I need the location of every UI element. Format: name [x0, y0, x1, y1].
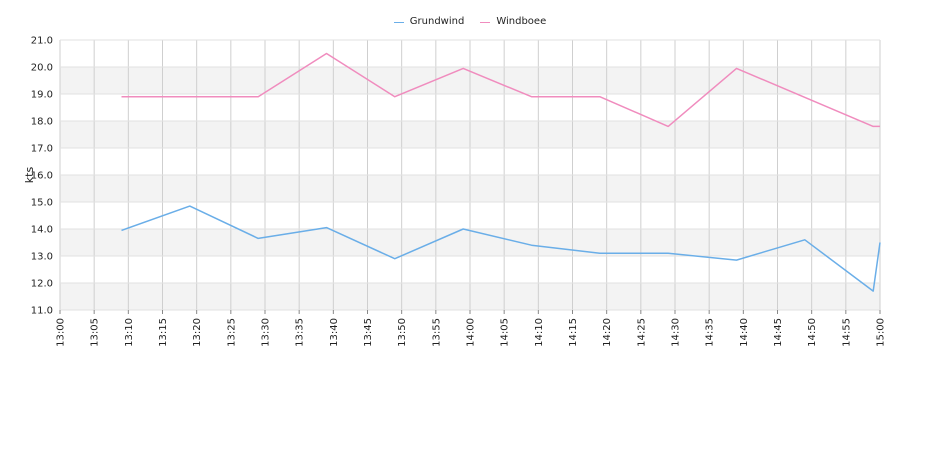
legend-item-windboee[interactable]: Windboee — [480, 16, 546, 27]
x-tick-label: 14:50 — [807, 318, 818, 347]
y-tick-label: 11.0 — [31, 306, 53, 317]
y-tick-label: 14.0 — [31, 225, 53, 236]
y-tick-label: 15.0 — [31, 198, 53, 209]
x-tick-label: 13:20 — [192, 318, 203, 347]
x-tick-label: 14:10 — [534, 318, 545, 347]
x-tick-label: 13:35 — [295, 318, 306, 347]
legend-swatch-windboee — [480, 22, 491, 23]
horizontal-gridlines — [60, 39, 880, 311]
x-tick-label: 14:45 — [773, 318, 784, 347]
y-tick-label: 17.0 — [31, 144, 53, 155]
y-tick-label: 13.0 — [31, 252, 53, 263]
y-tick-label: 18.0 — [31, 117, 53, 128]
y-tick-label: 21.0 — [31, 36, 53, 47]
x-tick-label: 13:45 — [363, 318, 374, 347]
x-tick-label: 13:30 — [261, 318, 272, 347]
legend-swatch-grundwind — [393, 22, 404, 23]
x-tick-label: 14:55 — [841, 318, 852, 347]
x-tick-label: 13:40 — [329, 318, 340, 347]
y-axis-ticks: 11.0 12.0 13.0 14.0 15.0 16.0 17.0 18.0 19.0 20.0… — [31, 36, 53, 317]
x-tick-label: 14:30 — [671, 318, 682, 347]
y-axis-label: kts — [23, 167, 36, 184]
x-tick-label: 14:05 — [500, 318, 511, 347]
x-tick-label: 13:05 — [90, 318, 101, 347]
y-tick-label: 20.0 — [31, 63, 53, 74]
legend-item-grundwind[interactable]: Grundwind — [393, 15, 465, 27]
x-tick-label: 14:20 — [602, 318, 613, 347]
y-tick-label: 19.0 — [31, 90, 53, 101]
x-tick-label: 13:15 — [158, 318, 169, 347]
x-tick-label: 14:35 — [705, 318, 716, 347]
x-tick-label: 14:00 — [466, 318, 477, 347]
x-tick-label: 13:10 — [124, 318, 135, 347]
x-tick-label: 14:40 — [739, 318, 750, 347]
x-tick-label: 15:00 — [876, 318, 887, 347]
x-tick-label: 14:15 — [568, 318, 579, 347]
legend-label-grundwind: Grundwind — [409, 15, 465, 27]
x-axis-ticks: 13:00 13:05 13:10 13:15 13:20 13:25 13:30 13:35… — [56, 310, 887, 347]
x-tick-label: 13:55 — [431, 318, 442, 347]
x-tick-label: 13:00 — [56, 318, 67, 347]
y-tick-label: 16.0 — [31, 171, 53, 182]
series-line-windboee — [121, 52, 880, 128]
legend: Grundwind Windboee — [0, 14, 940, 28]
legend-label-windboee: Windboee — [496, 15, 547, 27]
y-tick-label: 12.0 — [31, 279, 53, 290]
x-tick-label: 14:25 — [636, 318, 647, 347]
x-tick-label: 13:25 — [226, 318, 237, 347]
x-tick-label: 13:50 — [397, 318, 408, 347]
series-lines — [121, 52, 881, 292]
